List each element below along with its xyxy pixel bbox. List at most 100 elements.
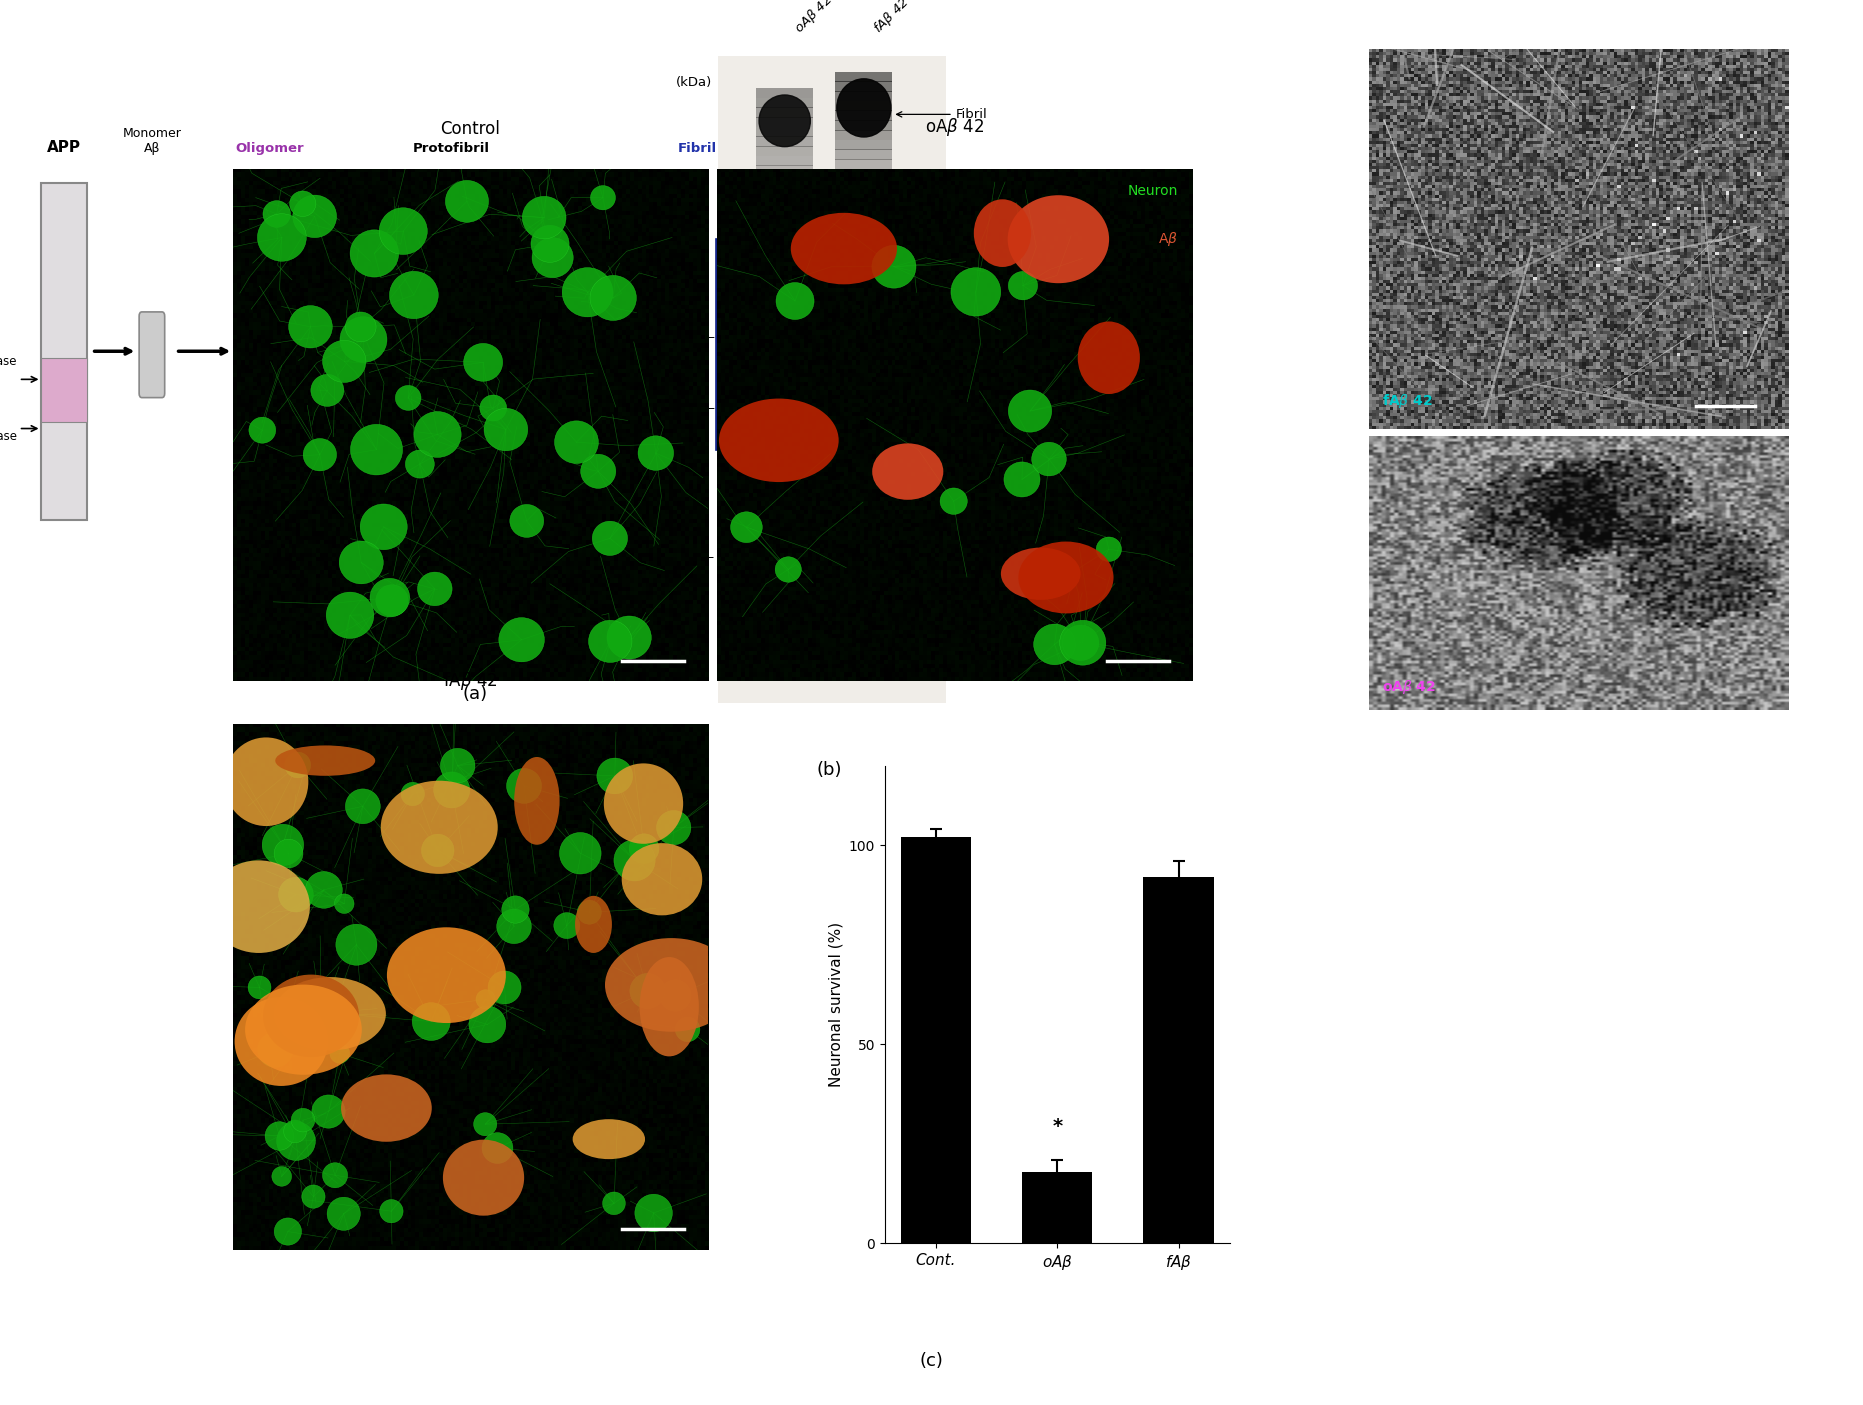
Ellipse shape (676, 1017, 700, 1041)
Ellipse shape (274, 976, 386, 1051)
Ellipse shape (941, 488, 967, 514)
Ellipse shape (576, 896, 611, 953)
Ellipse shape (248, 976, 270, 999)
FancyBboxPatch shape (259, 371, 279, 407)
Ellipse shape (291, 1109, 315, 1132)
Bar (756, 156, 812, 166)
Bar (835, 178, 892, 188)
Ellipse shape (950, 268, 1000, 316)
Text: Neuron: Neuron (1127, 184, 1177, 198)
Ellipse shape (836, 79, 891, 136)
Bar (719, 56, 946, 703)
Ellipse shape (719, 399, 838, 482)
Ellipse shape (276, 1121, 315, 1161)
Bar (835, 169, 892, 178)
Ellipse shape (350, 230, 399, 277)
Bar (756, 368, 790, 379)
Ellipse shape (224, 738, 309, 826)
Text: Control: Control (440, 119, 501, 138)
FancyBboxPatch shape (402, 371, 423, 407)
Bar (835, 648, 876, 663)
Ellipse shape (417, 572, 453, 606)
Ellipse shape (380, 1200, 402, 1222)
Ellipse shape (1095, 537, 1122, 562)
Ellipse shape (265, 1121, 294, 1151)
Bar (756, 223, 812, 233)
Bar (756, 176, 812, 185)
Bar (756, 263, 812, 273)
Ellipse shape (1062, 625, 1099, 660)
Text: 40—: 40— (686, 402, 715, 414)
FancyBboxPatch shape (238, 333, 259, 370)
Bar (756, 194, 812, 205)
FancyBboxPatch shape (259, 333, 279, 370)
FancyBboxPatch shape (238, 295, 259, 332)
Bar (756, 126, 812, 136)
FancyBboxPatch shape (466, 333, 486, 370)
Bar (835, 226, 892, 237)
Ellipse shape (263, 975, 360, 1057)
FancyBboxPatch shape (41, 358, 88, 422)
Ellipse shape (604, 763, 684, 844)
Ellipse shape (283, 1120, 306, 1142)
Ellipse shape (263, 825, 304, 865)
Bar (756, 273, 812, 282)
Ellipse shape (207, 860, 309, 953)
FancyBboxPatch shape (486, 333, 507, 370)
Ellipse shape (304, 438, 337, 471)
Ellipse shape (615, 840, 656, 881)
Ellipse shape (326, 592, 374, 638)
Ellipse shape (335, 894, 354, 913)
Text: oA$\beta$ 42: oA$\beta$ 42 (1382, 677, 1436, 695)
Ellipse shape (469, 1006, 505, 1043)
Ellipse shape (499, 618, 544, 662)
Bar (835, 208, 892, 218)
Ellipse shape (412, 1003, 451, 1041)
Ellipse shape (335, 924, 376, 965)
Ellipse shape (639, 957, 699, 1057)
Text: (b): (b) (816, 760, 842, 778)
Bar (835, 72, 892, 81)
FancyBboxPatch shape (402, 333, 423, 370)
Ellipse shape (401, 783, 425, 805)
Ellipse shape (533, 237, 574, 278)
Ellipse shape (257, 1033, 292, 1068)
Bar (835, 129, 892, 140)
Ellipse shape (1032, 443, 1066, 476)
Ellipse shape (559, 833, 602, 874)
Ellipse shape (250, 417, 276, 443)
Ellipse shape (257, 214, 306, 261)
Ellipse shape (341, 1075, 432, 1142)
Ellipse shape (289, 305, 332, 348)
Text: 4-mer: 4-mer (896, 551, 995, 563)
Text: (c): (c) (920, 1352, 943, 1370)
FancyBboxPatch shape (402, 295, 423, 332)
Ellipse shape (330, 1044, 350, 1064)
Bar (756, 89, 812, 98)
Ellipse shape (622, 843, 702, 916)
Text: Oligomer: Oligomer (235, 142, 304, 155)
Bar (835, 188, 892, 198)
FancyBboxPatch shape (443, 333, 466, 370)
Ellipse shape (322, 1163, 348, 1187)
Bar (756, 253, 812, 263)
Ellipse shape (406, 450, 434, 478)
Bar (756, 325, 812, 347)
Ellipse shape (592, 521, 628, 555)
Text: β secretase: β secretase (0, 355, 17, 368)
Text: Monomer
Aβ: Monomer Aβ (123, 126, 181, 155)
Ellipse shape (974, 200, 1030, 267)
Ellipse shape (235, 998, 328, 1086)
Ellipse shape (339, 541, 384, 584)
Bar (756, 233, 812, 243)
Ellipse shape (777, 282, 814, 319)
Ellipse shape (1060, 620, 1107, 665)
Ellipse shape (289, 191, 317, 216)
Bar (756, 549, 812, 566)
Text: A$\beta$: A$\beta$ (1159, 230, 1177, 249)
Text: Protofibril: Protofibril (414, 142, 490, 155)
Bar (756, 381, 790, 392)
Ellipse shape (380, 208, 427, 254)
Ellipse shape (630, 833, 660, 864)
FancyBboxPatch shape (238, 371, 259, 407)
